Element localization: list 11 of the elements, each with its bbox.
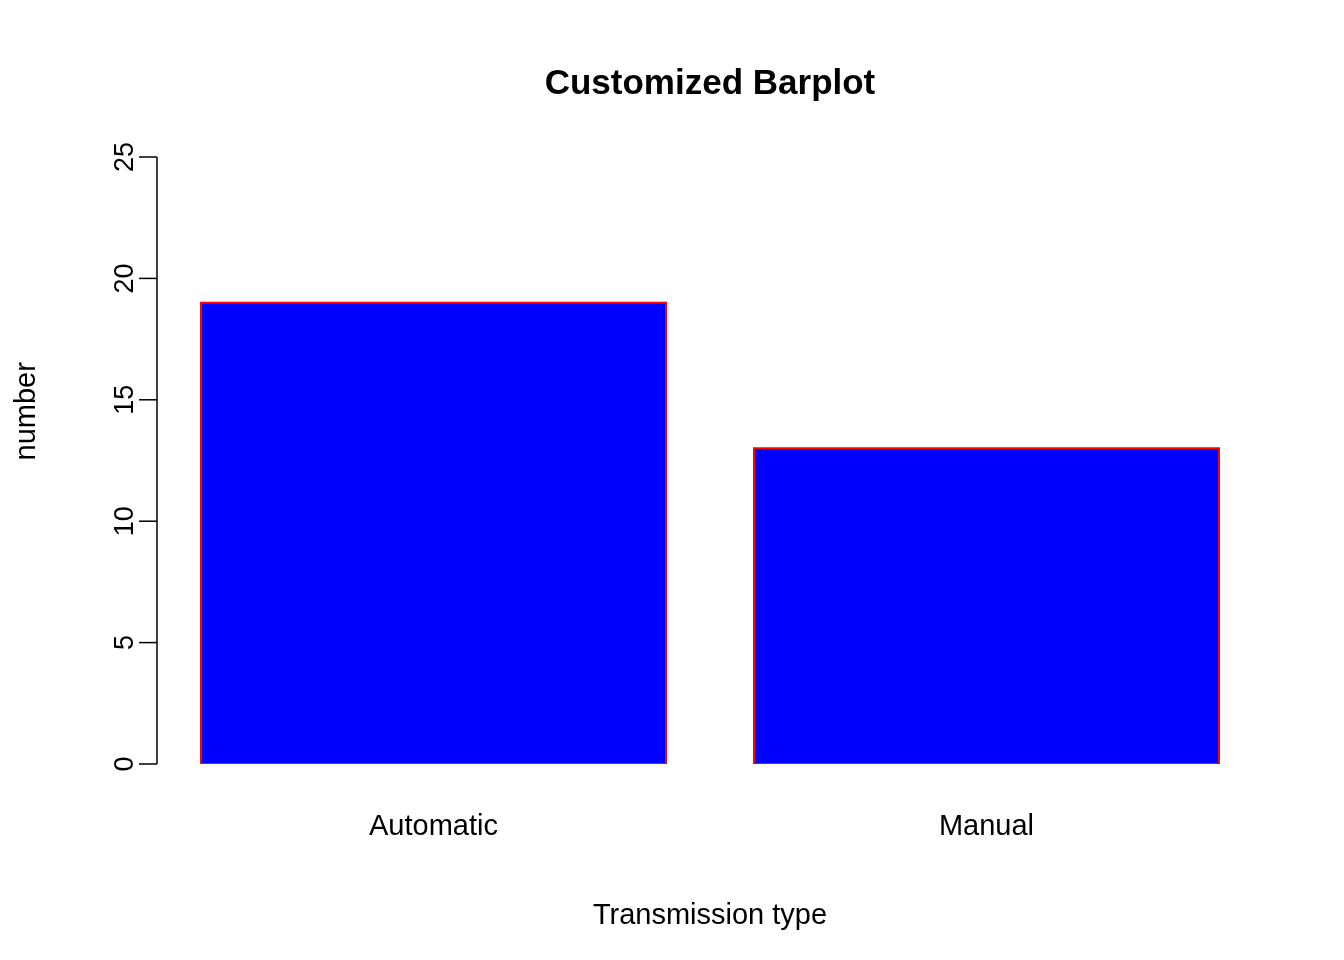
x-axis-title: Transmission type — [592, 898, 828, 930]
y-tick-label: 10 — [109, 506, 139, 537]
x-tick-label: Automatic — [369, 808, 498, 841]
chart-title: Customized Barplot — [543, 62, 877, 102]
y-tick-label: 20 — [109, 263, 139, 294]
y-tick-label: 25 — [109, 141, 139, 173]
y-tick-label: 15 — [109, 384, 139, 415]
y-tick-label: 5 — [109, 635, 139, 651]
y-tick-label: 0 — [109, 756, 139, 772]
x-tick-label: Manual — [938, 808, 1035, 841]
y-axis-title: number — [9, 361, 42, 461]
